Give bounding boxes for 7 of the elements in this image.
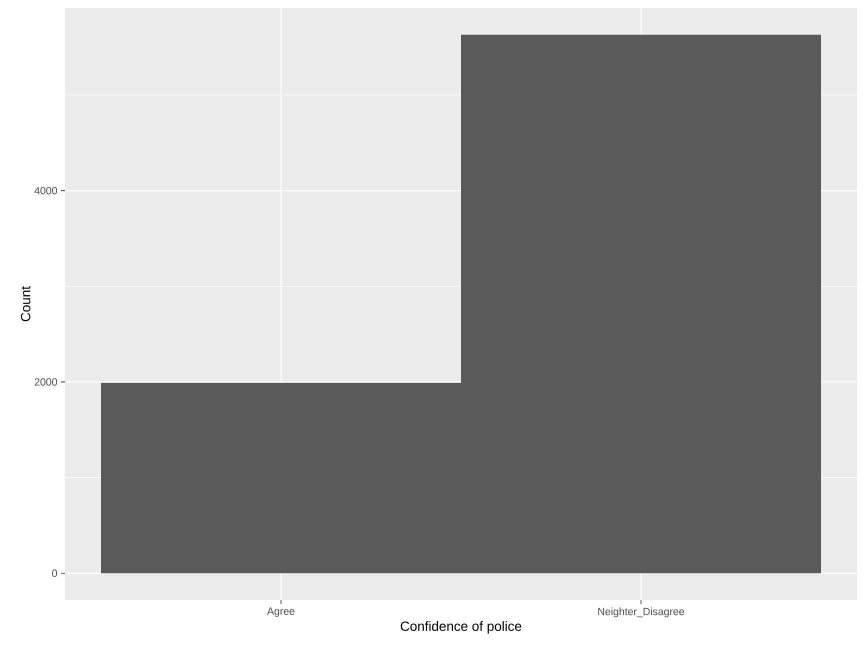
x-axis-title: Confidence of police [400, 621, 522, 634]
x-tick-label: Neighter_Disagree [598, 608, 684, 618]
y-tick-label: 0 [52, 570, 58, 577]
y-tick-label: 2000 [34, 378, 58, 386]
y-axis-title: Count [20, 286, 30, 322]
y-tick-label: 4000 [34, 186, 58, 194]
x-tick-label: Agree [267, 608, 294, 617]
